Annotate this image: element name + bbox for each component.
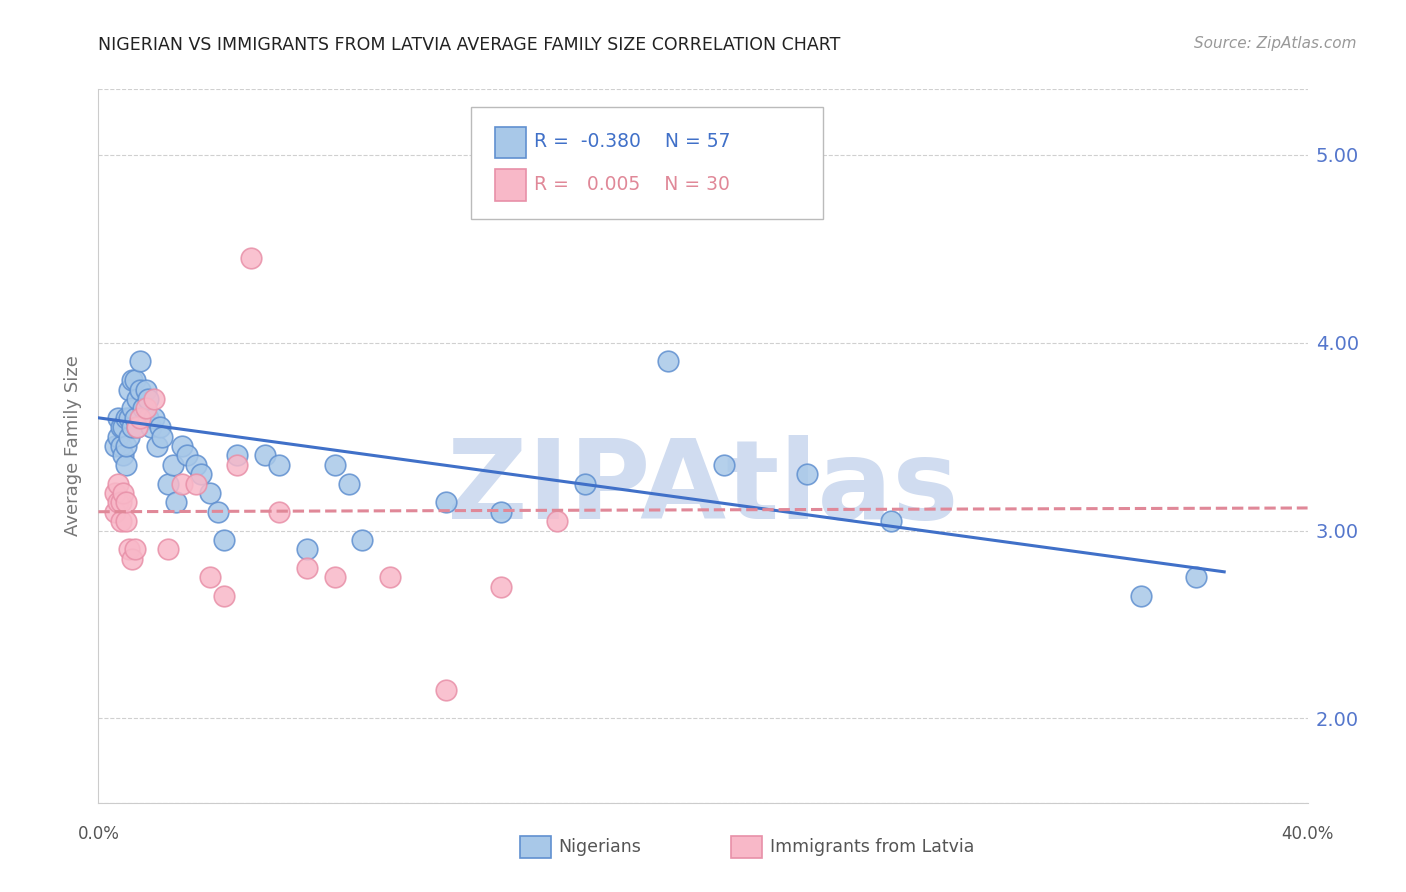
- Point: [148, 420, 170, 434]
- Point: [129, 410, 152, 425]
- Point: [184, 458, 207, 472]
- Point: [240, 251, 263, 265]
- Point: [295, 542, 318, 557]
- Point: [121, 373, 143, 387]
- Point: [323, 570, 346, 584]
- Point: [212, 589, 235, 603]
- Point: [129, 383, 152, 397]
- Point: [156, 542, 179, 557]
- Point: [170, 476, 193, 491]
- Point: [1185, 570, 1208, 584]
- Point: [135, 383, 157, 397]
- Point: [115, 410, 138, 425]
- Point: [115, 439, 138, 453]
- Point: [323, 458, 346, 472]
- Point: [141, 420, 163, 434]
- Point: [207, 505, 229, 519]
- Point: [226, 458, 249, 472]
- Text: ZIPAtlas: ZIPAtlas: [447, 435, 959, 542]
- Point: [110, 495, 132, 509]
- Y-axis label: Average Family Size: Average Family Size: [65, 356, 83, 536]
- Point: [879, 514, 901, 528]
- Point: [143, 392, 166, 406]
- Point: [352, 533, 374, 547]
- Point: [226, 449, 249, 463]
- Point: [118, 410, 141, 425]
- Point: [118, 542, 141, 557]
- Point: [104, 486, 127, 500]
- Point: [156, 476, 179, 491]
- Point: [138, 392, 160, 406]
- Point: [107, 495, 129, 509]
- Point: [107, 476, 129, 491]
- Text: R =  -0.380    N = 57: R = -0.380 N = 57: [534, 132, 731, 152]
- Point: [713, 458, 735, 472]
- Point: [112, 486, 135, 500]
- Point: [212, 533, 235, 547]
- Point: [146, 439, 169, 453]
- Point: [107, 410, 129, 425]
- Point: [138, 410, 160, 425]
- Point: [434, 495, 457, 509]
- Point: [254, 449, 277, 463]
- Point: [124, 542, 146, 557]
- Text: 0.0%: 0.0%: [77, 825, 120, 843]
- Point: [124, 373, 146, 387]
- Point: [110, 514, 132, 528]
- Point: [434, 683, 457, 698]
- Point: [170, 439, 193, 453]
- Point: [124, 410, 146, 425]
- Point: [574, 476, 596, 491]
- Text: Source: ZipAtlas.com: Source: ZipAtlas.com: [1194, 36, 1357, 51]
- Point: [269, 505, 291, 519]
- Point: [162, 458, 184, 472]
- Point: [380, 570, 402, 584]
- Point: [127, 392, 149, 406]
- Point: [118, 383, 141, 397]
- Point: [150, 429, 173, 443]
- Point: [176, 449, 198, 463]
- Point: [295, 561, 318, 575]
- Text: R =   0.005    N = 30: R = 0.005 N = 30: [534, 175, 730, 194]
- Point: [198, 486, 221, 500]
- Point: [127, 420, 149, 434]
- Text: Immigrants from Latvia: Immigrants from Latvia: [770, 838, 974, 856]
- Point: [796, 467, 818, 482]
- Point: [337, 476, 360, 491]
- Point: [110, 420, 132, 434]
- Point: [115, 458, 138, 472]
- Point: [110, 439, 132, 453]
- Point: [1129, 589, 1152, 603]
- Point: [121, 551, 143, 566]
- Point: [198, 570, 221, 584]
- Point: [121, 401, 143, 416]
- Point: [115, 495, 138, 509]
- Text: 40.0%: 40.0%: [1281, 825, 1334, 843]
- Point: [129, 354, 152, 368]
- Point: [491, 505, 513, 519]
- Point: [657, 354, 679, 368]
- Text: Nigerians: Nigerians: [558, 838, 641, 856]
- Point: [491, 580, 513, 594]
- Point: [132, 401, 155, 416]
- Point: [546, 514, 568, 528]
- Point: [269, 458, 291, 472]
- Point: [143, 410, 166, 425]
- Point: [104, 505, 127, 519]
- Point: [135, 401, 157, 416]
- Point: [104, 439, 127, 453]
- Point: [112, 449, 135, 463]
- Point: [115, 514, 138, 528]
- Point: [107, 429, 129, 443]
- Point: [118, 429, 141, 443]
- Point: [165, 495, 187, 509]
- Point: [190, 467, 212, 482]
- Point: [121, 420, 143, 434]
- Point: [112, 420, 135, 434]
- Text: NIGERIAN VS IMMIGRANTS FROM LATVIA AVERAGE FAMILY SIZE CORRELATION CHART: NIGERIAN VS IMMIGRANTS FROM LATVIA AVERA…: [98, 36, 841, 54]
- Point: [127, 420, 149, 434]
- Point: [184, 476, 207, 491]
